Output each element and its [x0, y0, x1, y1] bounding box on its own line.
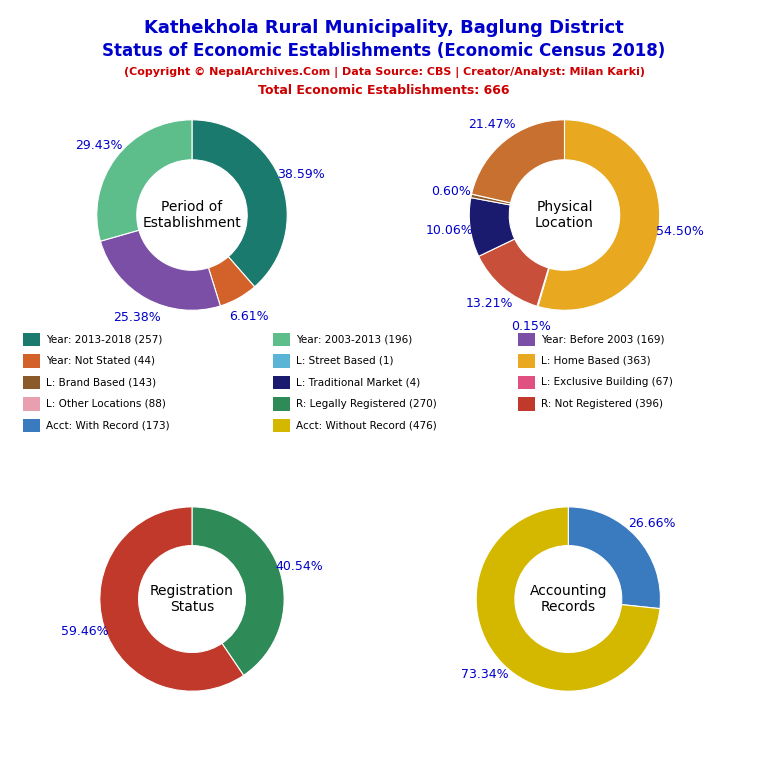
Text: 40.54%: 40.54%: [276, 560, 323, 573]
Wedge shape: [192, 120, 287, 286]
Text: (Copyright © NepalArchives.Com | Data Source: CBS | Creator/Analyst: Milan Karki: (Copyright © NepalArchives.Com | Data So…: [124, 67, 644, 78]
Text: Year: 2013-2018 (257): Year: 2013-2018 (257): [46, 334, 163, 345]
Text: Status of Economic Establishments (Economic Census 2018): Status of Economic Establishments (Econo…: [102, 42, 666, 60]
Text: R: Not Registered (396): R: Not Registered (396): [541, 399, 664, 409]
Text: L: Other Locations (88): L: Other Locations (88): [46, 399, 166, 409]
Wedge shape: [100, 507, 243, 691]
Text: 10.06%: 10.06%: [425, 223, 473, 237]
Text: Acct: With Record (173): Acct: With Record (173): [46, 420, 170, 431]
Text: Acct: Without Record (476): Acct: Without Record (476): [296, 420, 436, 431]
Text: Registration
Status: Registration Status: [150, 584, 234, 614]
Wedge shape: [478, 239, 548, 306]
Text: 21.47%: 21.47%: [468, 118, 516, 131]
Text: Accounting
Records: Accounting Records: [530, 584, 607, 614]
Text: L: Brand Based (143): L: Brand Based (143): [46, 377, 156, 388]
Text: Year: Before 2003 (169): Year: Before 2003 (169): [541, 334, 665, 345]
Wedge shape: [537, 268, 549, 306]
Text: 25.38%: 25.38%: [113, 311, 161, 324]
Text: 54.50%: 54.50%: [656, 225, 703, 238]
Wedge shape: [101, 230, 220, 310]
Text: 73.34%: 73.34%: [461, 668, 508, 680]
Text: Total Economic Establishments: 666: Total Economic Establishments: 666: [258, 84, 510, 97]
Text: 29.43%: 29.43%: [75, 138, 123, 151]
Wedge shape: [471, 194, 511, 205]
Wedge shape: [208, 257, 254, 306]
Text: 59.46%: 59.46%: [61, 625, 108, 638]
Text: R: Legally Registered (270): R: Legally Registered (270): [296, 399, 436, 409]
Text: Year: 2003-2013 (196): Year: 2003-2013 (196): [296, 334, 412, 345]
Wedge shape: [538, 120, 660, 310]
Text: L: Exclusive Building (67): L: Exclusive Building (67): [541, 377, 674, 388]
Text: Year: Not Stated (44): Year: Not Stated (44): [46, 356, 155, 366]
Text: 0.60%: 0.60%: [431, 185, 471, 198]
Wedge shape: [476, 507, 660, 691]
Wedge shape: [97, 120, 192, 241]
Text: L: Home Based (363): L: Home Based (363): [541, 356, 651, 366]
Text: Physical
Location: Physical Location: [535, 200, 594, 230]
Text: 0.15%: 0.15%: [511, 320, 551, 333]
Text: 38.59%: 38.59%: [277, 167, 325, 180]
Text: L: Street Based (1): L: Street Based (1): [296, 356, 393, 366]
Text: 26.66%: 26.66%: [628, 518, 676, 530]
Wedge shape: [469, 197, 515, 257]
Text: 6.61%: 6.61%: [229, 310, 269, 323]
Text: 13.21%: 13.21%: [465, 297, 513, 310]
Text: L: Traditional Market (4): L: Traditional Market (4): [296, 377, 420, 388]
Text: Period of
Establishment: Period of Establishment: [143, 200, 241, 230]
Wedge shape: [472, 120, 564, 203]
Wedge shape: [568, 507, 660, 608]
Text: Kathekhola Rural Municipality, Baglung District: Kathekhola Rural Municipality, Baglung D…: [144, 19, 624, 37]
Wedge shape: [192, 507, 284, 675]
